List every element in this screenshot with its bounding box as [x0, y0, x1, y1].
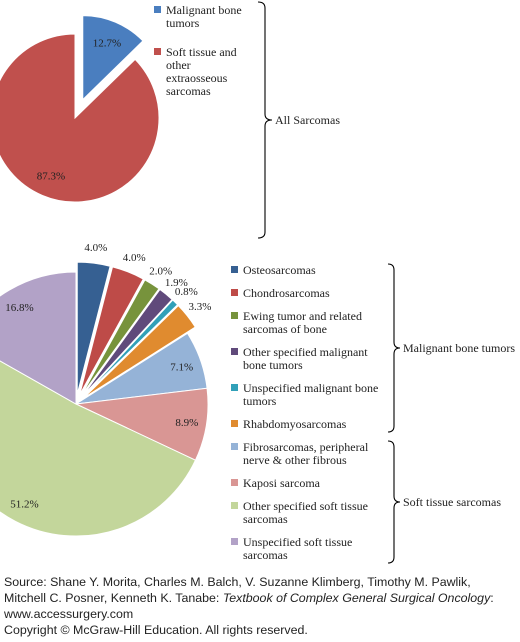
slice-label-osteosarcomas: 4.0%: [84, 242, 107, 254]
legend-label-rhabdomyosarcomas: Rhabdomyosarcomas: [243, 417, 347, 431]
legend-swatch-rhabdomyosarcomas: [231, 420, 238, 427]
legend-swatch-unspecified-soft-tissue-sarcomas: [231, 538, 238, 545]
slice-unspecified-malignant-bone-tumors: [82, 299, 179, 398]
group-label-soft-tissue-sarcomas: Soft tissue sarcomas: [403, 495, 501, 509]
slice-osteosarcomas: [76, 261, 111, 395]
group-brace-soft-tissue-sarcomas: [387, 440, 401, 564]
legend-label-malignant-bone-tumors: Malignant bone tumors: [166, 3, 242, 30]
slice-label-chondrosarcomas: 4.0%: [123, 252, 146, 264]
legend-swatch-chondrosarcomas: [231, 289, 238, 296]
legend-swatch-other-specified-soft-tissue-sarcomas: [231, 502, 238, 509]
slice-rhabdomyosarcomas: [83, 304, 196, 399]
group-label-all-sarcomas: All Sarcomas: [275, 113, 340, 127]
slice-soft-tissue-and-other-extraosseous-sarcomas: [0, 33, 160, 203]
legend-label-chondrosarcomas: Chondrosarcomas: [243, 286, 330, 300]
slice-label-malignant-bone-tumors: 12.7%: [93, 37, 121, 49]
source-url: www.accessurgery.com: [4, 607, 134, 621]
slice-label-rhabdomyosarcomas: 3.3%: [188, 301, 211, 313]
legend-swatch-fibrosarcomas-peripheral-nerve-other-fibrous: [231, 443, 238, 450]
slice-other-specified-soft-tissue-sarcomas: [0, 360, 197, 537]
legend-swatch-ewing-tumor-and-related-sarcomas-of-bone: [231, 312, 238, 319]
source-suffix: :: [490, 591, 494, 605]
slice-label-unspecified-malignant-bone-tumors: 0.8%: [175, 286, 198, 298]
slice-label-unspecified-soft-tissue-sarcomas: 16.8%: [5, 302, 33, 314]
legend-label-osteosarcomas: Osteosarcomas: [243, 263, 316, 277]
legend-label-other-specified-malignant-bone-tumors: Other specified malignant bone tumors: [243, 345, 368, 372]
legend-swatch-osteosarcomas: [231, 266, 238, 273]
slice-label-fibrosarcomas-peripheral-nerve-other-fibrous: 7.1%: [170, 361, 193, 373]
all-sarcomas-pie-chart: 12.7% 87.3% Malignant bone tumors Soft tissu…: [0, 1, 340, 239]
legend-label-soft-tissue-and-other-extraosseous-sarcomas: Soft tissue and other extraosseous sarcomas: [166, 45, 237, 98]
source-copyright: Copyright © McGraw-Hill Education. All r…: [4, 623, 308, 637]
slice-label-soft-tissue-and-other-extraosseous-sarcomas: 87.3%: [37, 170, 65, 182]
legend-swatch-malignant-bone-tumors: [154, 6, 161, 13]
slice-malignant-bone-tumors: [82, 15, 144, 101]
legend-label-other-specified-soft-tissue-sarcomas: Other specified soft tissue sarcomas: [243, 499, 368, 526]
slice-label-other-specified-malignant-bone-tumors: 1.9%: [165, 277, 188, 289]
slice-unspecified-soft-tissue-sarcomas: [0, 271, 77, 405]
sarcoma-subtype-pie-chart: 4.0%4.0%2.0%1.9%0.8%3.3%7.1%8.9%51.2%16.…: [0, 242, 515, 564]
legend-swatch-unspecified-malignant-bone-tumors: [231, 384, 238, 391]
slice-label-kaposi-sarcoma: 8.9%: [175, 417, 198, 429]
legend-label-unspecified-malignant-bone-tumors: Unspecified malignant bone tumors: [243, 381, 378, 408]
source-citation: Source: Shane Y. Morita, Charles M. Balc…: [4, 574, 516, 638]
sarcoma-pie-figure: 12.7% 87.3% Malignant bone tumors Soft tissu…: [0, 1, 515, 564]
slice-chondrosarcomas: [79, 266, 144, 395]
slice-other-specified-malignant-bone-tumors: [81, 288, 173, 397]
legend-swatch-kaposi-sarcoma: [231, 479, 238, 486]
group-brace-malignant-bone-tumors: [387, 263, 401, 433]
source-book-title: Textbook of Complex General Surgical Onc…: [222, 591, 491, 605]
legend-label-ewing-tumor-and-related-sarcomas-of-bone: Ewing tumor and related sarcomas of bone: [243, 309, 362, 336]
group-label-malignant-bone-tumors: Malignant bone tumors: [403, 341, 515, 355]
legend-swatch-other-specified-malignant-bone-tumors: [231, 348, 238, 355]
slice-ewing-tumor-and-related-sarcomas-of-bone: [80, 279, 160, 396]
slice-label-other-specified-soft-tissue-sarcomas: 51.2%: [10, 499, 38, 511]
source-prefix: Source: Shane Y. Morita, Charles M. Balc…: [4, 575, 471, 605]
legend-label-kaposi-sarcoma: Kaposi sarcoma: [243, 476, 321, 490]
legend-label-unspecified-soft-tissue-sarcomas: Unspecified soft tissue sarcomas: [243, 535, 352, 562]
group-brace-all-sarcomas: [257, 1, 273, 239]
slice-label-ewing-tumor-and-related-sarcomas-of-bone: 2.0%: [149, 266, 172, 278]
legend-swatch-soft-tissue-and-other-extraosseous-sarcomas: [154, 48, 161, 55]
legend-label-fibrosarcomas-peripheral-nerve-other-fibrous: Fibrosarcomas, peripheral nerve & other f…: [243, 440, 369, 467]
